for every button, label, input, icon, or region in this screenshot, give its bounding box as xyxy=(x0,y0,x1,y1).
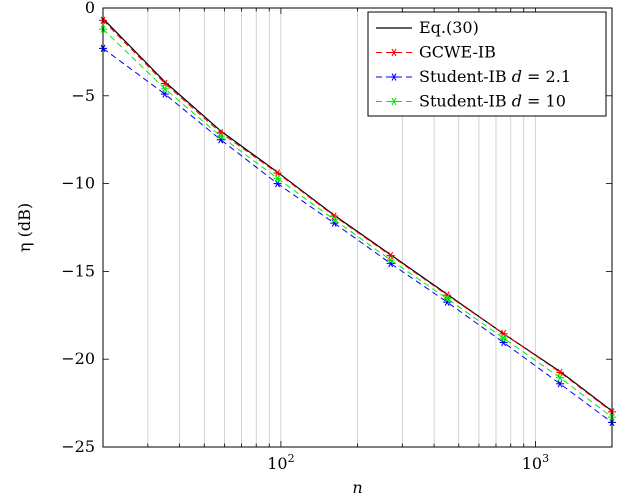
data-point xyxy=(216,132,225,140)
x-tick-labels: 102 103 xyxy=(267,452,549,473)
data-point xyxy=(443,298,452,306)
data-point xyxy=(556,380,565,388)
y-tick-labels: 0 −5 −10 −15 −20 −25 xyxy=(61,0,95,456)
legend: Eq.(30) GCWE-IB Student-IB d = 2.1 Student-… xyxy=(367,11,607,117)
legend-box xyxy=(367,11,607,117)
data-point xyxy=(273,174,282,183)
legend-marker xyxy=(390,73,398,81)
data-point xyxy=(443,291,452,299)
series-line-1 xyxy=(102,19,613,413)
y-tick-label: −25 xyxy=(61,437,95,456)
legend-marker xyxy=(390,48,398,57)
legend-marker xyxy=(390,97,398,106)
data-point xyxy=(216,128,225,137)
legend-label: GCWE-IB xyxy=(419,43,496,62)
legend-label: Eq.(30) xyxy=(419,18,479,37)
y-tick-label: −20 xyxy=(61,349,95,368)
x-tick-label: 102 xyxy=(267,452,294,473)
data-point xyxy=(160,85,169,93)
y-axis-label: η (dB) xyxy=(15,203,34,252)
legend-label: Student-IB d = 2.1 xyxy=(419,67,571,86)
series-line-3 xyxy=(102,28,613,418)
data-series xyxy=(99,16,616,427)
data-point xyxy=(330,215,339,224)
legend-label: Student-IB d = 10 xyxy=(419,92,566,111)
data-point xyxy=(443,294,452,303)
plot-frame xyxy=(102,7,613,448)
y-tick-label: −5 xyxy=(71,86,95,105)
data-point xyxy=(556,373,565,382)
data-point xyxy=(330,212,339,220)
y-tick-label: 0 xyxy=(85,0,95,17)
data-point xyxy=(386,256,395,264)
y-tick-label: −10 xyxy=(61,174,95,193)
x-tick-label: 103 xyxy=(522,452,549,473)
axis-ticks xyxy=(102,7,613,448)
series-line-2 xyxy=(102,47,613,423)
data-point xyxy=(499,334,508,342)
x-axis-label: n xyxy=(352,478,362,497)
y-tick-label: −15 xyxy=(61,261,95,280)
